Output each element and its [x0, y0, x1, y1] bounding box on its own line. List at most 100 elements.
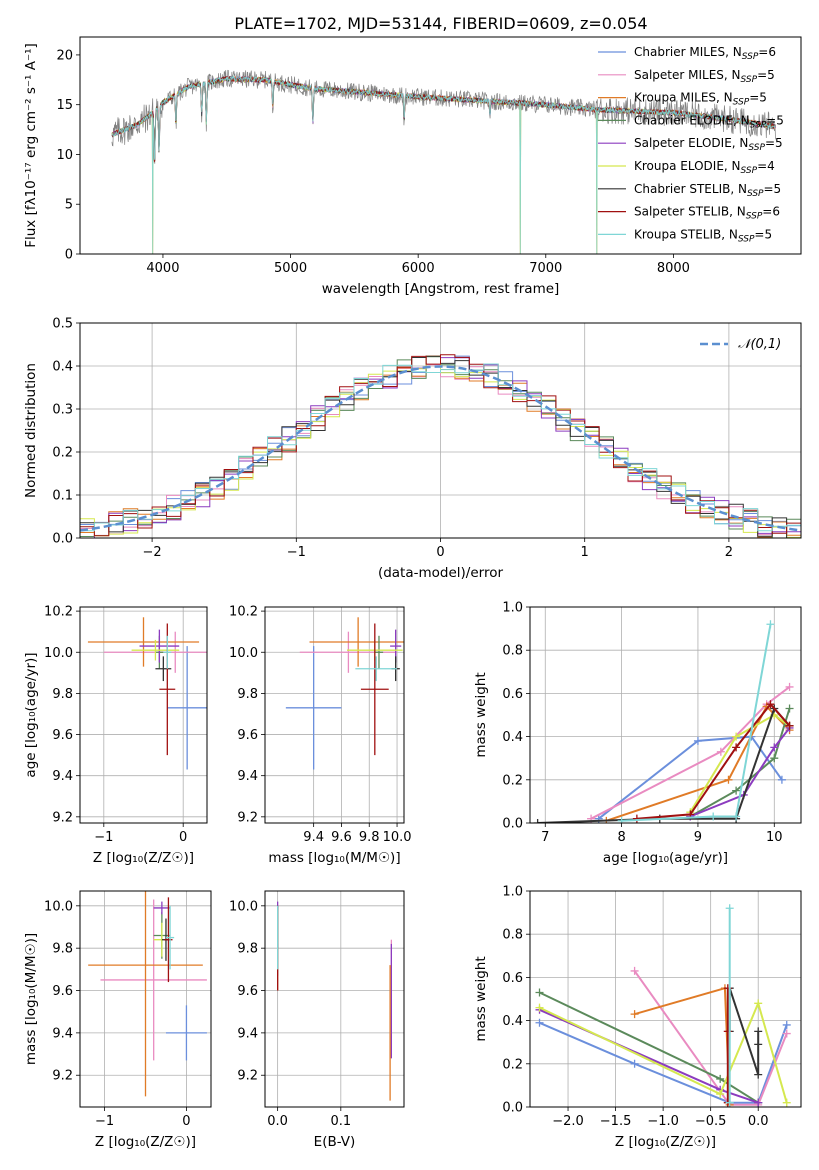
x-tick-label: 9.6	[331, 830, 352, 845]
y-tick-label: 0.0	[502, 817, 523, 832]
y-tick-label: 0.1	[52, 489, 73, 504]
plot-area	[276, 901, 393, 1101]
x-tick-label: −1	[95, 1114, 114, 1129]
y-tick-label: 20	[56, 48, 73, 63]
axes-frame	[79, 606, 208, 824]
point-marker-kroupa-stelib	[766, 620, 775, 629]
y-tick-label: 9.8	[237, 687, 258, 702]
x-axis-label: age [log₁₀(age/yr)]	[603, 850, 728, 866]
point-marker-kroupa-stelib	[617, 816, 626, 823]
point-marker-chabrier-miles	[535, 1018, 544, 1027]
y-tick-label: 9.6	[52, 984, 73, 999]
y-tick-label: 0.0	[502, 1101, 523, 1116]
axes-decoration: −2.0 −1.5 −1.0 −0.5 0.0 0.0 0.2 0.4 0.6 0.8 1.0 Z […	[473, 885, 802, 1150]
y-tick-label: 5	[65, 198, 73, 213]
axes-frame	[264, 606, 405, 824]
x-tick-label: 7	[541, 830, 549, 845]
point-marker-kroupa-stelib	[709, 812, 718, 821]
legend-entry-chabrier-miles: Chabrier MILES, NSSP=6	[634, 45, 776, 62]
point-marker-salpeter-elodie	[770, 743, 779, 752]
y-tick-label: 10.0	[229, 646, 258, 661]
axes-decoration: 7 8 9 10 0.0 0.2 0.4 0.6 0.8 1.0 age [log₁₀(age/yr…	[473, 601, 802, 866]
point-marker-chabrier-elodie	[785, 704, 794, 713]
point-marker-kroupa-stelib	[725, 904, 734, 913]
x-tick-label: 9.4	[303, 830, 324, 845]
normal-curve	[80, 365, 801, 532]
y-tick-label: 0.2	[52, 446, 73, 461]
legend-entry-normal: 𝒩(0,1)	[738, 337, 781, 352]
point-marker-salpeter-stelib	[785, 721, 794, 730]
point-marker-kroupa-elodie	[782, 1098, 791, 1107]
x-tick-label: −0.5	[695, 1114, 727, 1129]
y-tick-label: 9.2	[52, 810, 73, 825]
point-marker-kroupa-miles	[724, 775, 733, 784]
point-marker-chabrier-miles	[777, 775, 786, 784]
x-tick-label: 0	[436, 545, 444, 560]
axes-6: 0.0 0.1 9.2 9.4 9.6 9.8 10.0 E(B-V)	[229, 890, 405, 1150]
y-tick-label: 0.2	[502, 773, 523, 788]
axes-frame	[529, 890, 802, 1108]
y-tick-label: 10.0	[44, 646, 73, 661]
y-tick-label: 9.6	[237, 728, 258, 743]
x-tick-label: 0	[182, 1114, 190, 1129]
point-marker-kroupa-stelib	[725, 1098, 734, 1107]
x-axis-label: (data-model)/error	[378, 565, 504, 581]
grid-layer	[265, 891, 404, 1107]
y-axis-label: Flux [fλ10⁻¹⁷ erg cm⁻² s⁻¹ A⁻¹]	[23, 43, 39, 248]
x-tick-label: 4000	[146, 261, 179, 276]
point-marker-chabrier-elodie	[535, 988, 544, 997]
point-marker-kroupa-elodie	[732, 732, 741, 741]
x-tick-label: 0.0	[267, 1114, 288, 1129]
legend-entry-chabrier-stelib: Chabrier STELIB, NSSP=5	[634, 182, 781, 199]
x-tick-label: 6000	[402, 261, 435, 276]
y-axis-label: Normed distribution	[23, 363, 39, 498]
x-axis-label: Z [log₁₀(Z/Z☉)]	[95, 1134, 196, 1150]
point-marker-salpeter-stelib	[732, 743, 741, 752]
y-tick-label: 9.2	[52, 1069, 73, 1084]
legend-entry-salpeter-miles: Salpeter MILES, NSSP=5	[634, 68, 775, 85]
y-tick-label: 0.2	[502, 1057, 523, 1072]
x-axis-label: E(B-V)	[314, 1134, 356, 1150]
point-marker-chabrier-stelib	[754, 1070, 763, 1079]
x-tick-label: 7000	[529, 261, 562, 276]
x-tick-label: 8000	[657, 261, 690, 276]
axes-frame	[264, 890, 405, 1108]
axes-decoration: 4000 5000 6000 7000 8000 0 5 10 15 20 wavelength […	[23, 36, 802, 297]
y-tick-label: 15	[56, 98, 73, 113]
x-axis-label: Z [log₁₀(Z/Z☉)]	[93, 850, 194, 866]
point-marker-salpeter-miles	[782, 1029, 791, 1038]
x-axis-label: wavelength [Angstrom, rest frame]	[322, 281, 560, 297]
point-marker-chabrier-stelib	[533, 819, 542, 823]
y-tick-label: 0.4	[52, 360, 73, 375]
point-marker-chabrier-stelib	[754, 1040, 763, 1049]
x-tick-label: 8	[617, 830, 625, 845]
y-tick-label: 9.2	[237, 810, 258, 825]
point-marker-chabrier-stelib	[754, 1027, 763, 1036]
legend-entry-kroupa-elodie: Kroupa ELODIE, NSSP=4	[634, 159, 775, 176]
axes-decoration: 0.0 0.1 9.2 9.4 9.6 9.8 10.0 E(B-V)	[229, 890, 405, 1150]
plot-area	[285, 617, 404, 770]
x-tick-label: 5000	[274, 261, 307, 276]
y-tick-label: 0.4	[502, 1014, 523, 1029]
point-marker-kroupa-elodie	[535, 1003, 544, 1012]
point-marker-salpeter-miles	[630, 966, 639, 975]
y-tick-label: 0	[65, 248, 73, 263]
point-marker-chabrier-miles	[693, 736, 702, 745]
axes-7: −2.0 −1.5 −1.0 −0.5 0.0 0.0 0.2 0.4 0.6 0.8 1.0 Z […	[473, 885, 802, 1150]
series-line-kroupa-stelib	[621, 624, 772, 822]
grid-layer	[530, 606, 801, 824]
y-tick-label: 9.8	[237, 942, 258, 957]
y-tick-label: 9.2	[237, 1069, 258, 1084]
x-tick-label: −1	[287, 545, 306, 560]
series-line-chabrier-elodie	[689, 708, 791, 818]
y-axis-label: mass weight	[473, 672, 489, 757]
spectrum-model-kroupa-stelib	[111, 75, 776, 254]
x-tick-label: −1.5	[600, 1114, 632, 1129]
x-tick-label: −1	[94, 830, 113, 845]
point-marker-salpeter-miles	[785, 682, 794, 691]
plot-area	[535, 904, 791, 1107]
point-marker-kroupa-miles	[630, 1010, 639, 1019]
y-tick-label: 9.4	[52, 1026, 73, 1041]
